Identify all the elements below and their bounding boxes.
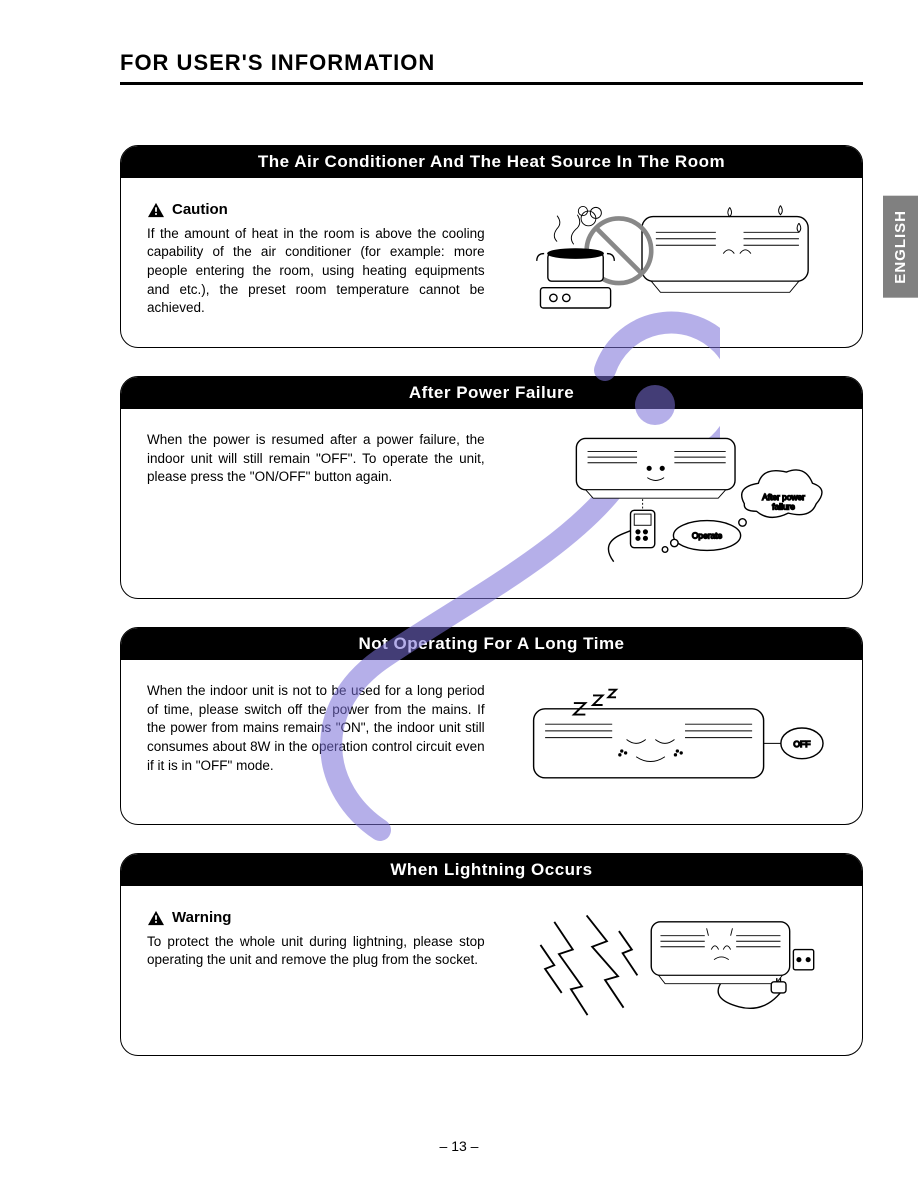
body-text: If the amount of heat in the room is abo… (147, 226, 485, 316)
section-header: Not Operating For A Long Time (121, 628, 862, 660)
section-header: When Lightning Occurs (121, 854, 862, 886)
language-tab: ENGLISH (883, 196, 918, 298)
illustration-lightning (503, 908, 836, 1033)
illustration-heat (503, 200, 836, 325)
warning-icon (147, 910, 165, 926)
body-text: When the indoor unit is not to be used f… (147, 683, 485, 773)
illustration-sleep: OFF (503, 682, 836, 802)
caution-icon (147, 202, 165, 218)
section-heat-source: The Air Conditioner And The Heat Source … (120, 145, 863, 348)
title-rule (120, 82, 863, 85)
section-text: Caution If the amount of heat in the roo… (147, 200, 485, 325)
section-power-failure: After Power Failure When the power is re… (120, 376, 863, 599)
section-text: When the power is resumed after a power … (147, 431, 485, 576)
section-text: When the indoor unit is not to be used f… (147, 682, 485, 802)
bubble-operate: Operate (692, 530, 723, 540)
page-number: – 13 – (0, 1138, 918, 1154)
section-lightning: When Lightning Occurs Warning To protect… (120, 853, 863, 1056)
section-header: After Power Failure (121, 377, 862, 409)
alert-label: Warning (172, 908, 231, 929)
section-long-time: Not Operating For A Long Time When the i… (120, 627, 863, 825)
section-header: The Air Conditioner And The Heat Source … (121, 146, 862, 178)
page-title: FOR USER'S INFORMATION (120, 50, 863, 82)
section-text: Warning To protect the whole unit during… (147, 908, 485, 1033)
body-text: When the power is resumed after a power … (147, 432, 485, 484)
bubble-after-power-2: failure (772, 501, 795, 511)
bubble-off: OFF (793, 739, 810, 749)
illustration-power: Operate After power failure (503, 431, 836, 576)
body-text: To protect the whole unit during lightni… (147, 934, 485, 968)
alert-label: Caution (172, 200, 228, 221)
